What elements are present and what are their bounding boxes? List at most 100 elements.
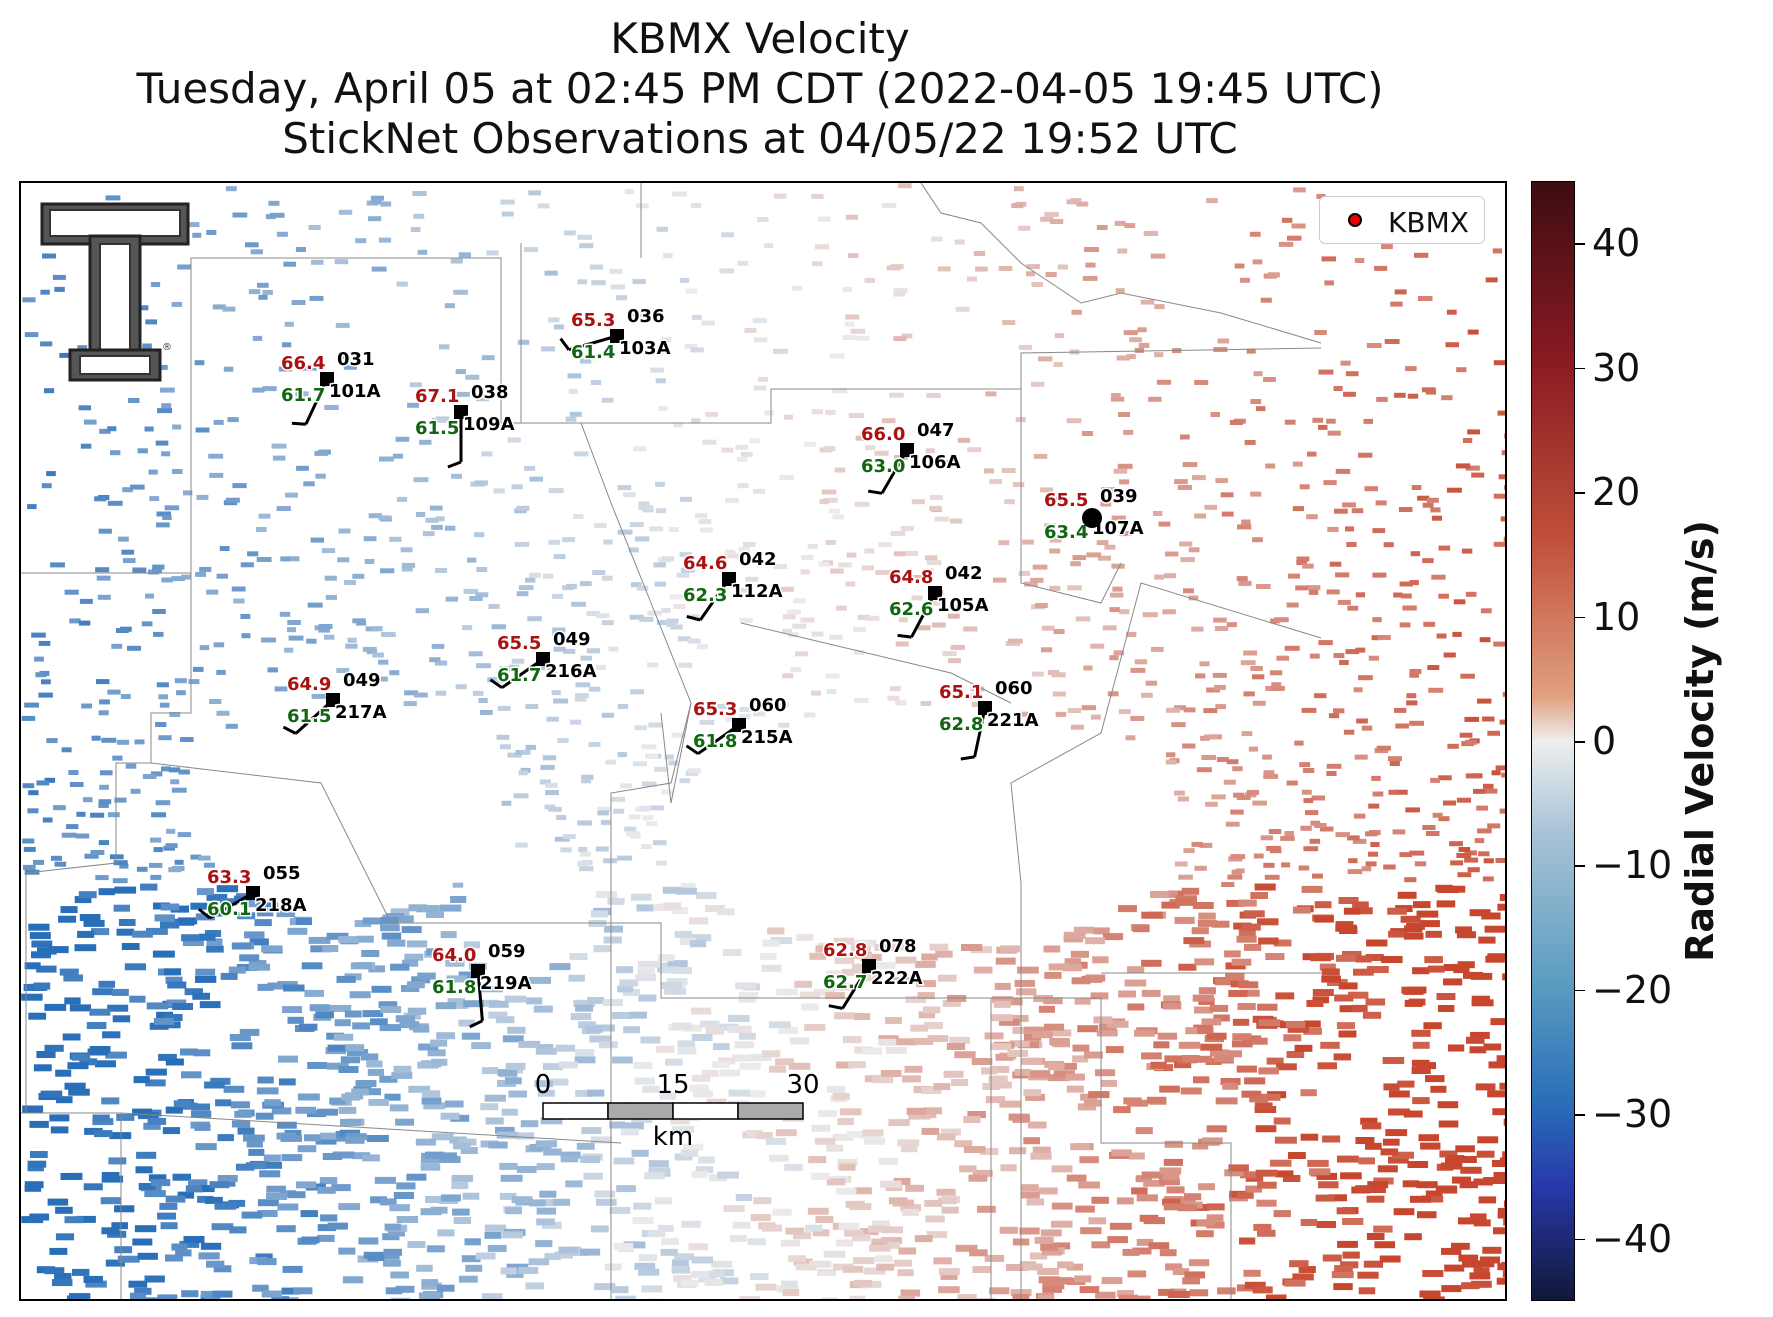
echo-gate: [1071, 309, 1082, 315]
echo-gate: [319, 1177, 338, 1185]
echo-gate: [1084, 247, 1099, 252]
echo-gate: [1373, 1177, 1394, 1185]
wind-barb-shaft: [568, 334, 618, 352]
echo-gate: [446, 975, 468, 983]
echo-gate: [1326, 771, 1337, 776]
echo-gate: [773, 564, 788, 570]
echo-gate: [1303, 1020, 1321, 1028]
echo-gate: [517, 339, 530, 345]
echo-gate: [380, 924, 400, 932]
echo-gate: [832, 514, 844, 520]
echo-gate: [864, 1137, 886, 1145]
echo-gate: [1252, 800, 1268, 806]
echo-gate: [370, 1196, 388, 1204]
echo-gate: [672, 1022, 693, 1030]
echo-gate: [509, 664, 520, 670]
echo-gate: [206, 230, 217, 235]
echo-gate: [153, 847, 163, 853]
echo-gate: [371, 985, 392, 993]
county-line: [150, 582, 1322, 999]
station-dewpoint: 62.7: [823, 972, 867, 993]
echo-gate: [440, 931, 457, 939]
echo-gate: [881, 202, 897, 208]
echo-gate: [1368, 803, 1380, 809]
echo-gate: [999, 1018, 1020, 1026]
echo-gate: [364, 559, 375, 564]
echo-gate: [476, 396, 490, 402]
echo-gate: [121, 549, 135, 555]
echo-gate: [144, 1275, 165, 1283]
echo-gate: [1483, 783, 1494, 789]
echo-gate: [1011, 203, 1024, 209]
echo-gate: [1238, 981, 1259, 989]
echo-gate: [1111, 1149, 1132, 1157]
echo-gate: [1397, 1080, 1415, 1088]
echo-gate: [1382, 1057, 1405, 1064]
echo-gate: [823, 1250, 846, 1258]
echo-gate: [439, 344, 450, 350]
echo-gate: [404, 690, 419, 696]
echo-gate: [1220, 492, 1234, 498]
echo-gate: [1399, 581, 1413, 587]
echo-gate: [162, 1127, 181, 1135]
echo-gate: [631, 1149, 649, 1157]
echo-gate: [481, 451, 493, 457]
station-temperature: 63.3: [207, 867, 251, 888]
echo-gate: [836, 1187, 857, 1195]
echo-gate: [216, 885, 239, 893]
echo-gate: [1467, 329, 1479, 335]
echo-gate: [963, 626, 978, 632]
echo-gate: [1366, 1195, 1385, 1203]
echo-gate: [24, 702, 40, 708]
echo-gate: [199, 645, 210, 651]
echo-gate: [1281, 217, 1293, 223]
echo-gate: [98, 840, 110, 846]
colorbar-tick-label: −40: [1592, 1216, 1673, 1261]
echo-gate: [1183, 588, 1194, 594]
echo-gate: [1134, 347, 1145, 353]
echo-gate: [975, 266, 988, 272]
echo-gate: [220, 972, 238, 980]
echo-gate: [1018, 711, 1030, 717]
echo-gate: [739, 617, 753, 623]
echo-gate: [374, 1176, 396, 1184]
echo-gate: [1225, 973, 1245, 981]
echo-gate: [60, 906, 78, 914]
echo-gate: [845, 314, 860, 320]
echo-gate: [1239, 1237, 1256, 1245]
echo-gate: [1215, 704, 1227, 710]
radar-site-marker: [1082, 508, 1102, 528]
echo-gate: [451, 1182, 469, 1190]
echo-gate: [1166, 752, 1176, 758]
echo-gate: [653, 840, 667, 846]
echo-gate: [925, 448, 935, 454]
echo-gate: [1040, 216, 1054, 222]
echo-gate: [319, 1132, 336, 1140]
echo-gate: [44, 777, 56, 783]
echo-gate: [1343, 391, 1356, 397]
echo-gate: [1062, 964, 1082, 972]
echo-gate: [1014, 1068, 1032, 1076]
echo-gate: [1174, 916, 1195, 924]
echo-gate: [1116, 355, 1130, 361]
echo-gate: [1338, 897, 1359, 904]
echo-gate: [635, 536, 650, 542]
echo-gate: [1474, 838, 1485, 844]
echo-gate: [1018, 225, 1031, 231]
echo-gate: [1258, 1019, 1281, 1027]
echo-gate: [525, 704, 539, 709]
echo-gate: [29, 1120, 49, 1128]
echo-gate: [315, 1011, 334, 1019]
echo-gate: [1232, 1018, 1250, 1026]
echo-gate: [231, 1042, 253, 1050]
radar-map[interactable]: 66.4 031 61.7 101A 67.1 038 61.5 109A 65.3 036 61.…: [19, 181, 1507, 1301]
wind-barb-shaft: [841, 965, 871, 1010]
echo-gate: [157, 1212, 176, 1220]
echo-gate: [557, 738, 569, 743]
echo-gate: [192, 992, 210, 1000]
echo-gate: [279, 611, 291, 617]
echo-gate: [788, 1062, 811, 1070]
echo-gate: [898, 1295, 915, 1299]
echo-gate: [610, 284, 626, 290]
echo-gate: [613, 1242, 634, 1250]
